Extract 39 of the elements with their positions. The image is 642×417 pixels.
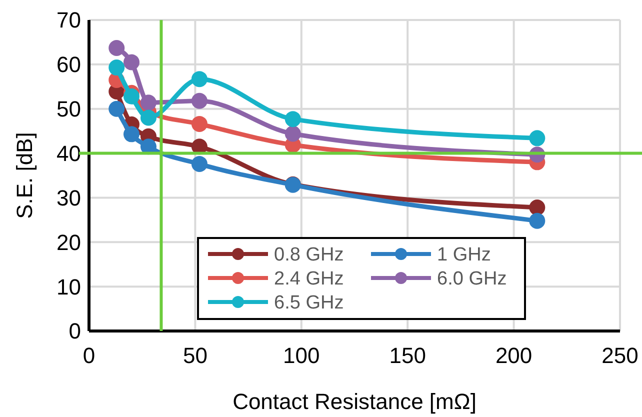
point [191, 92, 208, 109]
legend-label: 1 GHz [437, 244, 491, 266]
point [191, 138, 208, 155]
y-tick-label: 70 [56, 8, 81, 33]
legend-label: 2.4 GHz [274, 268, 344, 290]
y-tick-label: 20 [56, 230, 81, 255]
point [284, 126, 301, 142]
point [529, 212, 546, 229]
point [108, 40, 125, 56]
point [108, 60, 125, 76]
point [529, 199, 546, 216]
y-tick-label: 40 [56, 140, 81, 166]
point [123, 126, 140, 142]
y-tick-label: 10 [56, 274, 81, 300]
point [191, 71, 208, 88]
point [123, 88, 140, 104]
x-tick-label: 100 [283, 343, 320, 368]
point [191, 156, 208, 172]
x-tick-label: 250 [602, 343, 638, 368]
y-tick-label: 30 [56, 185, 81, 210]
point [529, 130, 546, 146]
x-tick-label: 150 [389, 343, 426, 368]
legend-label: 6.5 GHz [274, 292, 344, 314]
legend-label: 6.0 GHz [437, 268, 507, 290]
x-tick-label: 50 [182, 343, 208, 368]
y-tick-label: 50 [56, 96, 81, 122]
point [191, 116, 208, 132]
y-tick-label: 60 [56, 52, 81, 78]
y-tick-label: 0 [68, 318, 81, 344]
point [108, 100, 125, 117]
point [140, 94, 156, 111]
y-axis-title: S.E. [dB] [12, 132, 37, 219]
point [140, 110, 156, 126]
point [123, 54, 140, 70]
legend-label: 0.8 GHz [274, 244, 344, 266]
point [284, 111, 301, 128]
point [140, 138, 156, 155]
x-axis-title: Contact Resistance [mΩ] [232, 389, 476, 414]
x-tick-label: 200 [495, 343, 532, 368]
